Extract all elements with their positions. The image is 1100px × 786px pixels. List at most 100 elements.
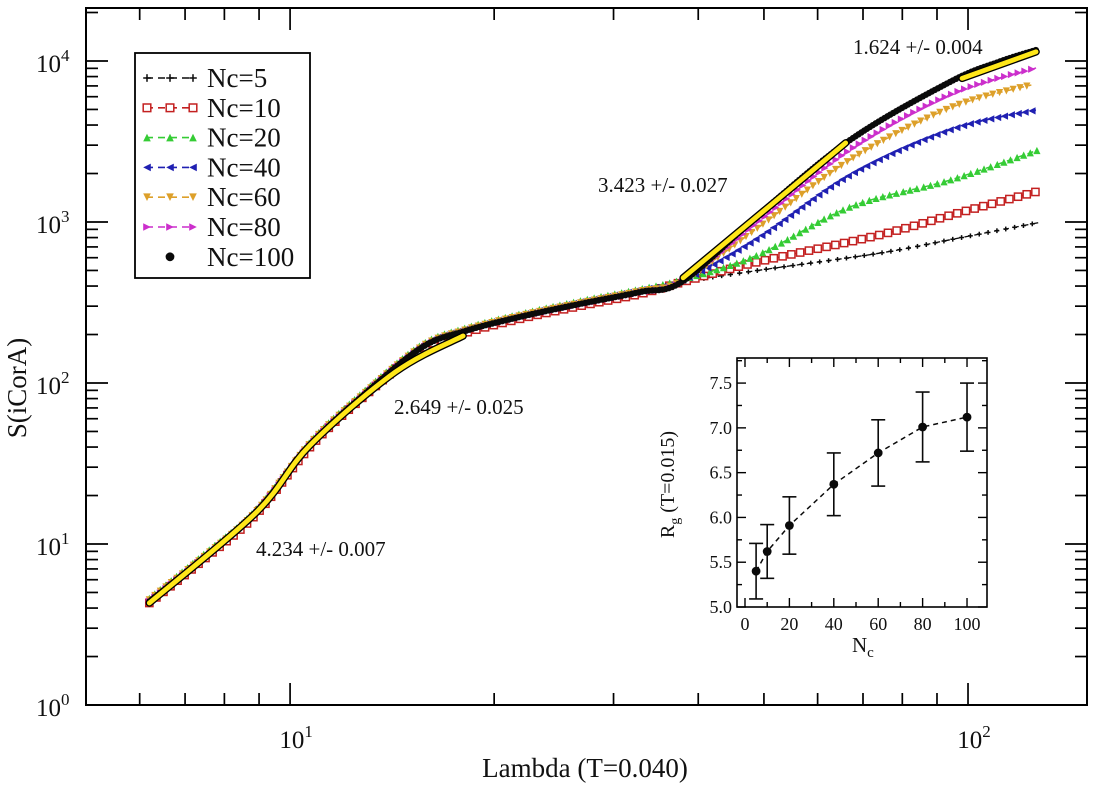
marker-triangle-left	[907, 141, 915, 149]
marker-triangle-down	[814, 178, 823, 186]
marker-triangle-down	[892, 130, 900, 138]
marker-triangle-down	[820, 173, 828, 182]
legend-item: Nc=40	[143, 152, 281, 182]
marker-triangle-down	[1023, 82, 1031, 90]
marker-triangle-right	[994, 74, 1002, 82]
marker-triangle-right	[980, 78, 989, 86]
marker-triangle-down	[776, 207, 784, 216]
tick-label: 101	[279, 722, 313, 754]
marker-triangle-left	[980, 116, 988, 125]
marker-square-open	[892, 226, 902, 235]
marker-triangle-right	[879, 125, 887, 134]
marker-triangle-right	[885, 122, 893, 130]
marker-square-open	[866, 232, 875, 242]
marker-square-open	[831, 240, 840, 250]
legend-item: Nc=80	[143, 212, 281, 242]
marker-square-open	[778, 251, 787, 261]
marker-triangle-up	[872, 194, 880, 203]
inset-y-tick-label: 7.5	[710, 373, 733, 393]
marker-triangle-up	[926, 181, 935, 189]
marker-triangle-right	[891, 118, 899, 127]
marker-triangle-up	[892, 189, 901, 197]
marker-triangle-left	[863, 162, 871, 170]
marker-triangle-up	[920, 183, 928, 191]
marker-triangle-left	[966, 120, 974, 128]
marker-triangle-left	[189, 163, 197, 172]
marker-triangle-up	[713, 266, 721, 274]
fit-lines	[145, 48, 1040, 607]
marker-triangle-up	[719, 264, 728, 272]
marker-triangle-down	[855, 150, 863, 158]
legend-item: Nc=60	[143, 182, 281, 212]
marker-triangle-left	[803, 199, 812, 207]
marker-triangle-right	[947, 90, 956, 98]
marker-circle	[918, 422, 928, 432]
marker-triangle-down	[781, 203, 789, 211]
marker-triangle-down	[1016, 84, 1024, 92]
marker-triangle-right	[928, 99, 937, 107]
marker-triangle-right	[1014, 69, 1022, 77]
marker-triangle-up	[739, 257, 747, 265]
inset-x-tick-label: 0	[740, 614, 749, 634]
marker-triangle-right	[143, 223, 151, 231]
marker-triangle-right	[941, 93, 949, 101]
marker-triangle-down	[787, 199, 795, 207]
marker-triangle-down	[843, 158, 851, 166]
legend-item: Nc=100	[165, 242, 294, 272]
marker-triangle-right	[867, 133, 875, 141]
marker-circle	[829, 479, 839, 489]
marker-triangle-up	[1013, 153, 1021, 162]
marker-triangle-up	[852, 201, 860, 209]
marker-triangle-left	[722, 253, 730, 262]
marker-square-open	[944, 211, 953, 221]
marker-triangle-right	[843, 148, 852, 156]
marker-circle	[962, 412, 972, 422]
marker-triangle-up	[759, 249, 767, 257]
marker-square-open	[769, 253, 779, 263]
legend-label: Nc=80	[207, 212, 281, 242]
marker-triangle-down	[873, 140, 881, 148]
inset-x-tick-label: 80	[914, 614, 932, 634]
marker-triangle-left	[815, 191, 823, 199]
marker-triangle-down	[886, 133, 894, 141]
marker-triangle-right	[954, 87, 962, 96]
marker-triangle-down	[989, 90, 997, 98]
legend-item: Nc=10	[142, 93, 281, 123]
marker-square-open	[970, 204, 979, 213]
axis-tick-labels: 101 102 100 101 102 103 104	[36, 46, 991, 754]
marker-triangle-left	[888, 149, 896, 158]
marker-triangle-right	[897, 115, 906, 123]
marker-square-open	[996, 197, 1006, 206]
marker-square-open	[1013, 192, 1023, 202]
marker-triangle-down	[809, 182, 817, 190]
marker-triangle-down	[917, 117, 925, 125]
slope-annotation: 2.649 +/- 0.025	[394, 395, 524, 419]
marker-triangle-left	[832, 179, 840, 187]
marker-triangle-right	[903, 112, 912, 120]
marker-triangle-left	[792, 207, 800, 215]
marker-triangle-up	[783, 236, 792, 244]
marker-triangle-right	[916, 105, 924, 113]
marker-triangle-left	[166, 163, 174, 172]
marker-triangle-down	[898, 126, 906, 135]
marker-triangle-down	[166, 193, 174, 201]
fit-line	[680, 140, 849, 281]
marker-triangle-right	[189, 223, 197, 231]
legend-label: Nc=100	[207, 242, 294, 272]
marker-triangle-up	[771, 242, 779, 250]
marker-triangle-right	[1028, 65, 1036, 73]
marker-triangle-left	[901, 144, 909, 152]
marker-triangle-up	[960, 172, 968, 180]
marker-triangle-left	[728, 250, 736, 258]
marker-triangle-down	[861, 147, 869, 155]
marker-triangle-down	[936, 108, 944, 116]
marker-triangle-down	[995, 88, 1004, 97]
marker-square-open	[188, 103, 198, 113]
marker-triangle-up	[906, 186, 914, 194]
marker-triangle-left	[143, 163, 151, 172]
marker-triangle-up	[947, 176, 955, 184]
marker-triangle-down	[975, 94, 983, 102]
marker-square-open	[787, 250, 796, 259]
marker-triangle-down	[832, 165, 840, 174]
